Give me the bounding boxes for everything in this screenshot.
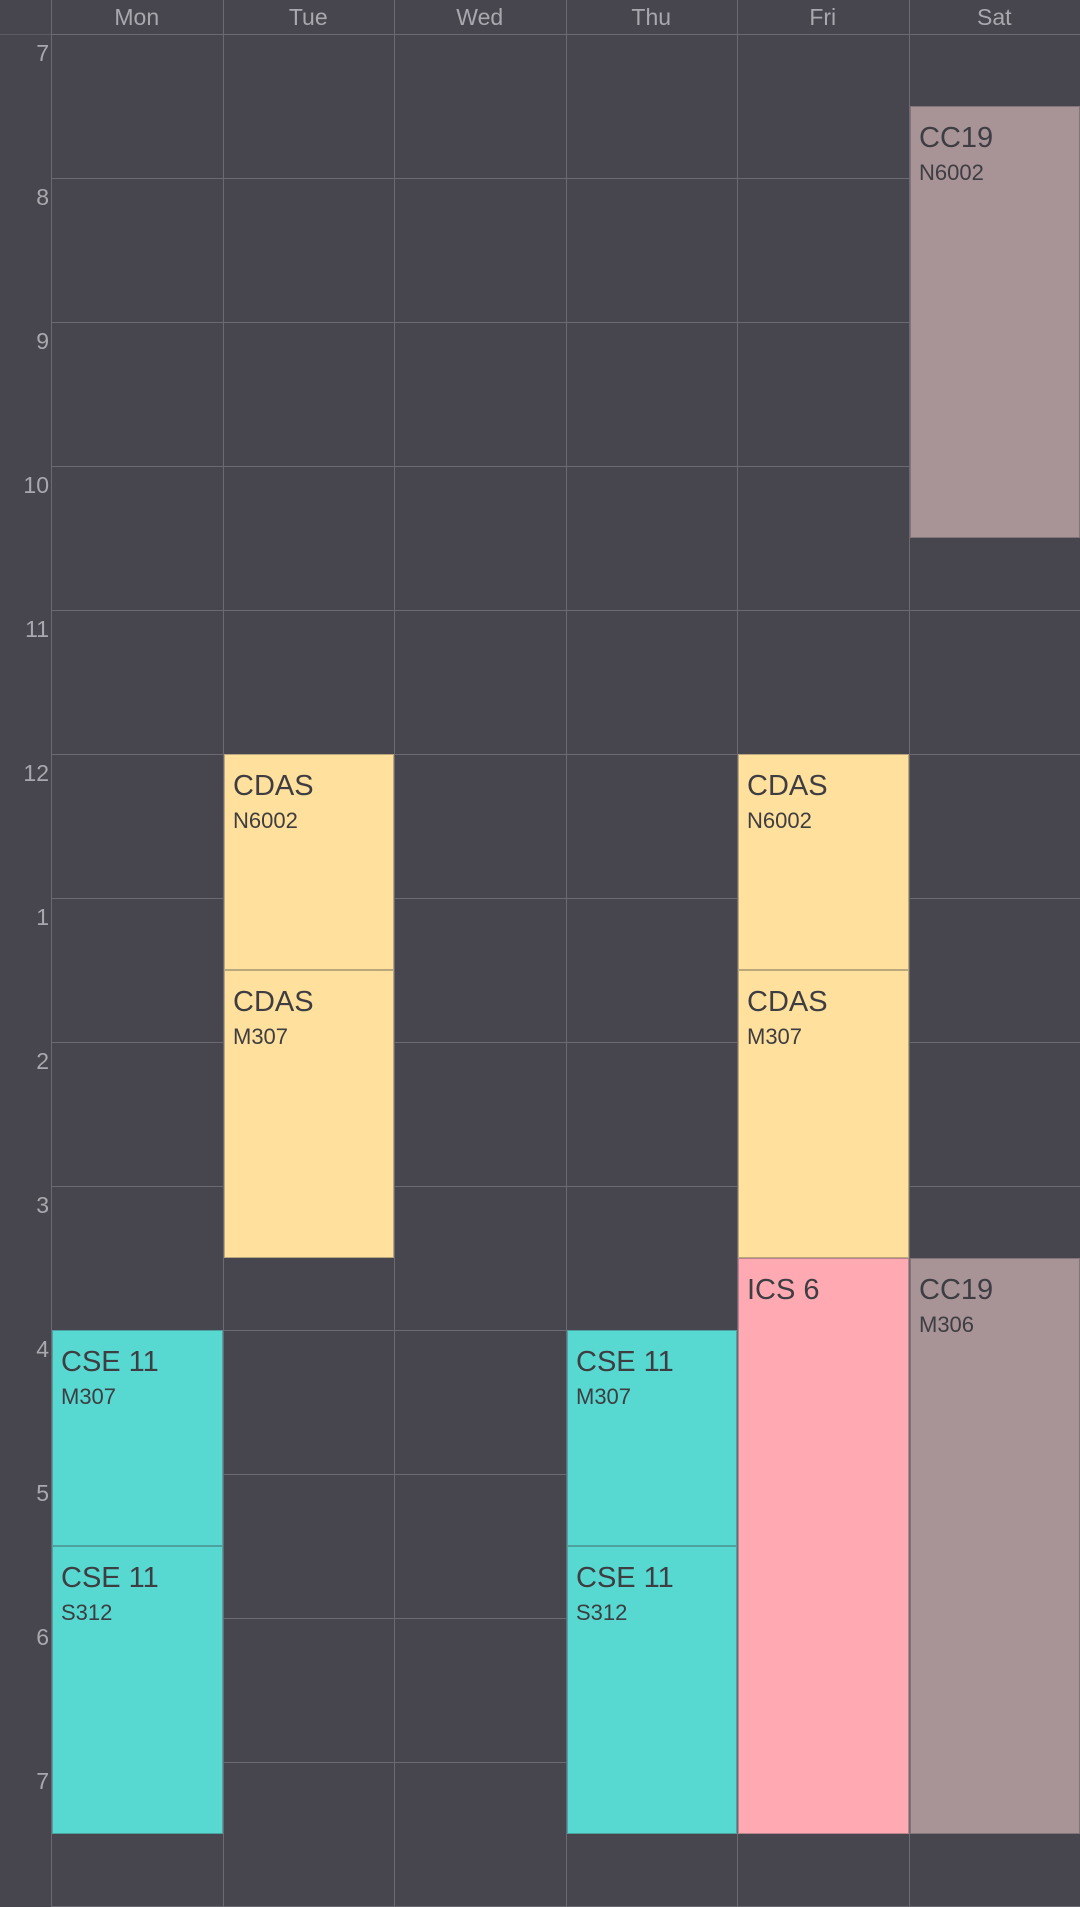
event-room: M307 [233, 1024, 289, 1049]
hour-label: 10 [23, 472, 49, 498]
event-block[interactable]: CDAS M307 [738, 970, 909, 1258]
hour-label: 6 [36, 1624, 49, 1650]
event-block[interactable]: ICS 6 [738, 1258, 909, 1834]
column-divider [51, 0, 52, 1907]
event-title: CSE 11 [576, 1346, 674, 1378]
hour-label: 5 [36, 1480, 49, 1506]
column-divider [223, 0, 224, 1907]
day-label-tue: Tue [288, 4, 328, 30]
day-label-thu: Thu [631, 4, 672, 30]
event-block[interactable]: CSE 11 S312 [567, 1546, 737, 1834]
event-title: ICS 6 [747, 1274, 820, 1306]
event-title: CC19 [919, 122, 994, 154]
event-title: CDAS [233, 770, 314, 802]
row-divider [51, 34, 1080, 35]
event-room: M307 [61, 1384, 117, 1409]
row-divider [51, 754, 1080, 755]
event-room: N6002 [919, 160, 984, 185]
hour-label: 1 [36, 904, 49, 930]
row-divider [51, 1618, 1080, 1619]
event-title: CDAS [747, 986, 828, 1018]
event-room: M306 [919, 1312, 975, 1337]
event-block[interactable]: CDAS N6002 [224, 754, 394, 970]
row-divider [51, 1186, 1080, 1187]
day-label-mon: Mon [114, 4, 160, 30]
event-title: CSE 11 [576, 1562, 674, 1594]
row-divider [51, 610, 1080, 611]
event-block[interactable]: CC19 N6002 [910, 106, 1080, 538]
event-block[interactable]: CSE 11 M307 [52, 1330, 223, 1546]
row-divider [51, 466, 1080, 467]
event-block[interactable]: CSE 11 S312 [52, 1546, 223, 1834]
event-block[interactable]: CDAS M307 [224, 970, 394, 1258]
event-title: CDAS [747, 770, 828, 802]
column-divider [394, 0, 395, 1907]
day-label-wed: Wed [456, 4, 504, 30]
event-room: N6002 [747, 808, 812, 833]
row-divider [51, 1474, 1080, 1475]
row-divider [51, 1042, 1080, 1043]
event-room: S312 [61, 1600, 113, 1625]
event-block[interactable]: CDAS N6002 [738, 754, 909, 970]
hour-label: 3 [36, 1192, 49, 1218]
row-divider [51, 898, 1080, 899]
day-label-fri: Fri [809, 4, 837, 30]
row-divider [51, 322, 1080, 323]
hour-label: 11 [25, 616, 49, 642]
event-room: S312 [576, 1600, 628, 1625]
row-divider [51, 1330, 1080, 1331]
event-title: CDAS [233, 986, 314, 1018]
event-title: CC19 [919, 1274, 994, 1306]
column-divider [909, 0, 910, 1907]
hour-label: 2 [36, 1048, 49, 1074]
event-room: N6002 [233, 808, 298, 833]
event-block[interactable]: CC19 M306 [910, 1258, 1080, 1834]
event-title: CSE 11 [61, 1346, 159, 1378]
hour-label: 9 [36, 328, 49, 354]
row-divider [51, 178, 1080, 179]
event-block[interactable]: CSE 11 M307 [567, 1330, 737, 1546]
column-divider [737, 0, 738, 1907]
event-title: CSE 11 [61, 1562, 159, 1594]
hour-label: 4 [36, 1336, 49, 1362]
event-room: M307 [747, 1024, 803, 1049]
column-divider [566, 0, 567, 1907]
day-label-sat: Sat [976, 4, 1012, 30]
row-divider [51, 1762, 1080, 1763]
hour-label: 8 [36, 184, 49, 210]
event-room: M307 [576, 1384, 632, 1409]
hour-label: 7 [36, 1768, 49, 1794]
hour-label: 12 [23, 760, 49, 786]
hour-label: 7 [36, 40, 49, 66]
